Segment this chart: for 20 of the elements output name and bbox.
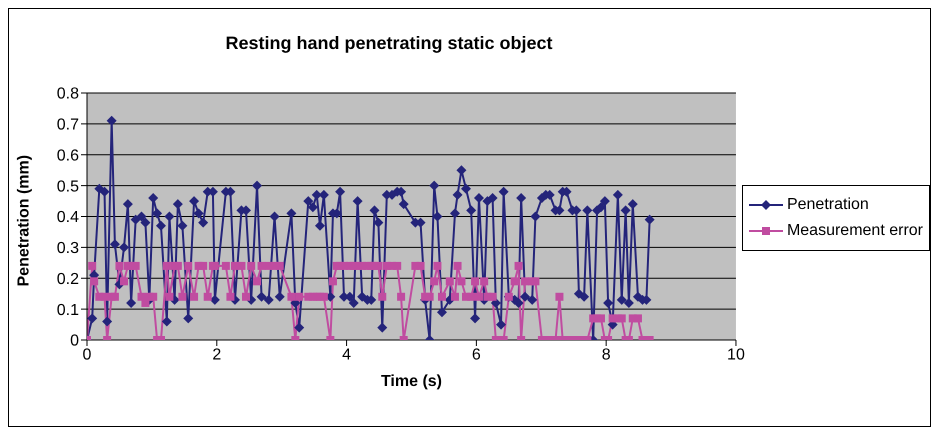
y-tick-label: 0.5 bbox=[56, 178, 80, 196]
x-tick-label: 4 bbox=[342, 346, 352, 364]
y-tick-label: 0.1 bbox=[56, 302, 80, 319]
legend-label: Penetration bbox=[786, 196, 869, 214]
y-tick-label: 0.7 bbox=[56, 116, 80, 134]
y-tick-label: 0.4 bbox=[56, 209, 80, 226]
x-tick-label: 8 bbox=[602, 346, 611, 364]
y-axis-title: Penetration (mm) bbox=[16, 154, 33, 286]
y-tick-label: 0.2 bbox=[56, 270, 80, 288]
y-tick-label: 0 bbox=[70, 332, 80, 350]
x-axis-title: Time (s) bbox=[380, 373, 442, 390]
chart-title: Resting hand penetrating static object bbox=[224, 33, 554, 54]
x-tick-label: 2 bbox=[212, 346, 222, 364]
y-tick-label: 0.6 bbox=[56, 147, 80, 164]
x-tick-label: 10 bbox=[727, 346, 745, 364]
x-tick-label: 6 bbox=[472, 346, 481, 364]
y-tick-label: 0.8 bbox=[56, 86, 80, 103]
x-tick-label: 0 bbox=[82, 346, 92, 364]
legend-label: Measurement error bbox=[786, 222, 923, 240]
y-tick-label: 0.3 bbox=[56, 240, 80, 258]
